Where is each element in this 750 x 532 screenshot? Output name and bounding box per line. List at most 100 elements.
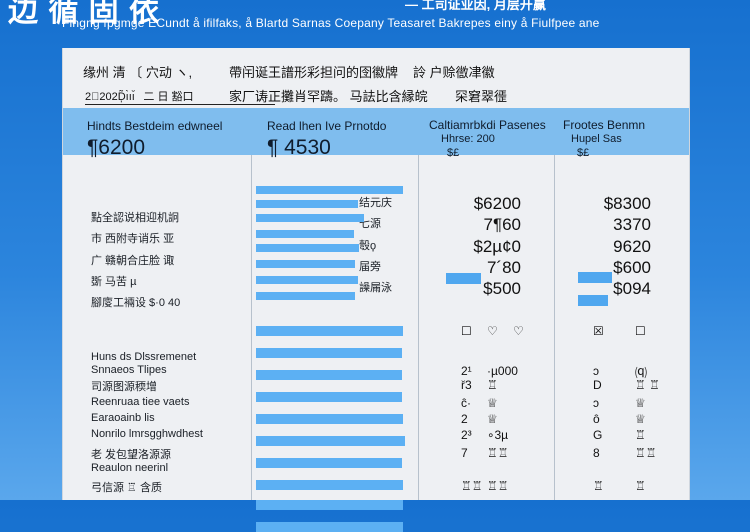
bar-upper-5 — [256, 260, 355, 268]
banner-caption: Fingng fpgmgé ÉCundt å ifilfaks, å Blart… — [62, 16, 600, 30]
lower-row-label: Snnaeos Tlipes — [91, 364, 167, 376]
meta-left-top: 缘州 清 〔 穴动 ヽ, — [83, 65, 193, 80]
lower-row-label: Huns ds Dlssremenet — [91, 351, 197, 363]
cell-detail-b: ♡ — [513, 324, 524, 338]
meta-left-bottom: 2⃠202Ḑ̃ı̀ıı̆ 二 日 豁口 — [85, 91, 194, 103]
cell-detail: ♖ — [487, 378, 498, 392]
cell-e1: ɔ — [593, 364, 599, 378]
cell-e2: ♖ — [635, 428, 646, 442]
row-label: 市 西附寺诮乐 亚 — [91, 233, 175, 245]
bar-upper-3 — [256, 230, 354, 238]
bar-lower-8 — [256, 500, 403, 510]
column-divider-2 — [418, 155, 419, 500]
amount-col3: 7´80 — [486, 258, 521, 277]
bar-upper-4 — [256, 244, 359, 252]
amount-col3: $2µ¢0 — [473, 237, 521, 256]
amount-col3: 7¶60 — [483, 215, 522, 234]
cell-left: 2¹ — [461, 364, 472, 378]
cell-detail: ·µ000 — [487, 364, 518, 378]
cell-left: ĉ· — [461, 396, 471, 410]
column-value-1: ¶6200 — [87, 136, 145, 159]
meta-right-top: 詅 户赊徾冿徽 — [413, 65, 495, 80]
amount-col4: 3370 — [613, 215, 651, 234]
bar-lower-5 — [256, 436, 405, 446]
cell-e1: 8 — [593, 446, 600, 460]
bar-lower-4 — [256, 414, 403, 424]
amount-col3: $500 — [483, 279, 521, 298]
cell-detail: ♕ — [487, 396, 498, 410]
column-sub-3b: $£ — [447, 147, 460, 159]
cell-left: ☐ — [461, 324, 472, 338]
column-header-3[interactable]: Caltiamrbkdi Pasenes — [429, 118, 546, 132]
column-header-band — [63, 108, 689, 155]
cell-e1: D — [593, 378, 602, 392]
cell-detail: ♕ — [487, 412, 498, 426]
accent-bar-2 — [578, 295, 608, 306]
bar-upper-0 — [256, 186, 403, 194]
lower-row-label: 老 发包望洛源源 — [91, 449, 172, 461]
lower-row-label: Reaulon neerinl — [91, 462, 169, 474]
cell-e2: ♕ — [635, 396, 646, 410]
bar-lower-6 — [256, 458, 402, 468]
cell-detail: ∘3µ — [487, 428, 509, 442]
lower-row-label: Reenruaa tiee vaets — [91, 396, 190, 408]
column-sub-4b: $£ — [577, 147, 590, 159]
cell-left: 7 — [461, 446, 468, 460]
bar-lower-3 — [256, 392, 402, 402]
bar-upper-2 — [256, 214, 364, 222]
amount-col3: $6200 — [473, 194, 521, 213]
meta-mid-top: 帶闬诞王譜形彩担问的囹徽牌 — [229, 65, 399, 80]
cell-e1: ♖ — [593, 479, 604, 493]
amount-col4: 9620 — [613, 237, 651, 256]
top-banner: 边 循 固 依 — 工司证业因, 月层开赢 Fingng fpgmgé ÉCun… — [0, 0, 750, 48]
row-label: 點全認说相迎机詗 — [91, 212, 179, 224]
cell-e2: ☐ — [635, 324, 646, 338]
column-sub-3: Hhrse: 200 — [441, 133, 495, 145]
cell-e2: ♖♖ — [635, 446, 657, 460]
bar-value: 届旁 — [359, 261, 381, 273]
column-sub-4: Hupel Sas — [571, 133, 622, 145]
cell-e2: ⒬ — [635, 366, 648, 380]
column-value-2: ¶ 4530 — [267, 136, 331, 159]
accent-bar-0 — [446, 273, 481, 284]
row-label: 腳廀工裲设 $·0 40 — [91, 297, 181, 309]
cell-e2: ♕ — [635, 412, 646, 426]
column-divider-1 — [251, 155, 252, 500]
cell-e1: ☒ — [593, 324, 604, 338]
meta-right-bottom: 罙窘翠徰 — [455, 89, 508, 104]
lower-row-label: 司源图源稬增 — [91, 381, 157, 393]
cell-e2: ♖ ♖ — [635, 378, 660, 392]
cell-left: 2 — [461, 412, 468, 426]
lower-row-label: Nonrilo lmrsgghwdhest — [91, 428, 203, 440]
bar-upper-1 — [256, 200, 358, 208]
bar-value: 譟屚泳 — [359, 282, 392, 294]
banner-subtitle: — 工司证业因, 月层开赢 — [405, 0, 546, 12]
column-header-2[interactable]: Read lhen Ive Prnotdo — [267, 119, 387, 133]
cell-left: 2³ — [461, 428, 472, 442]
cell-e1: ô — [593, 412, 600, 426]
column-header-1[interactable]: Hindts Bestdeim edwneel — [87, 119, 223, 133]
report-panel: 缘州 清 〔 穴动 ヽ, 2⃠202Ḑ̃ı̀ıı̆ 二 日 豁口 帶闬诞王譜形… — [62, 48, 690, 532]
column-header-4[interactable]: Frootes Benmn — [563, 118, 646, 132]
cell-e1: ɔ — [593, 396, 599, 410]
amount-col4: $094 — [613, 279, 651, 298]
bar-lower-1 — [256, 348, 402, 358]
meta-mid-bottom: 家厂诪正攤肖罕躊。 马詓比含縁皖 — [229, 89, 428, 104]
bar-lower-7 — [256, 480, 403, 490]
cell-detail: ♡ — [487, 324, 498, 338]
bar-value: 七源 — [359, 218, 381, 230]
bar-value: 彀ϙ — [359, 240, 377, 252]
cell-left: ♖♖ — [461, 479, 483, 493]
bar-lower-0 — [256, 326, 403, 336]
banner-title: 边 循 固 依 — [8, 0, 161, 28]
amount-col4: $8300 — [603, 194, 651, 213]
cell-detail: ♖♖ — [487, 479, 509, 493]
cell-detail: ♖♖ — [487, 446, 509, 460]
bar-lower-9 — [256, 522, 403, 532]
bar-upper-6 — [256, 276, 358, 284]
lower-row-label: 弓信源 ♖ 含质 — [91, 482, 162, 494]
cell-e2: ♖ — [635, 479, 646, 493]
row-label: 广 赣朝合庄脸 诹 — [91, 255, 175, 267]
bar-lower-2 — [256, 370, 402, 380]
bar-upper-7 — [256, 292, 355, 300]
